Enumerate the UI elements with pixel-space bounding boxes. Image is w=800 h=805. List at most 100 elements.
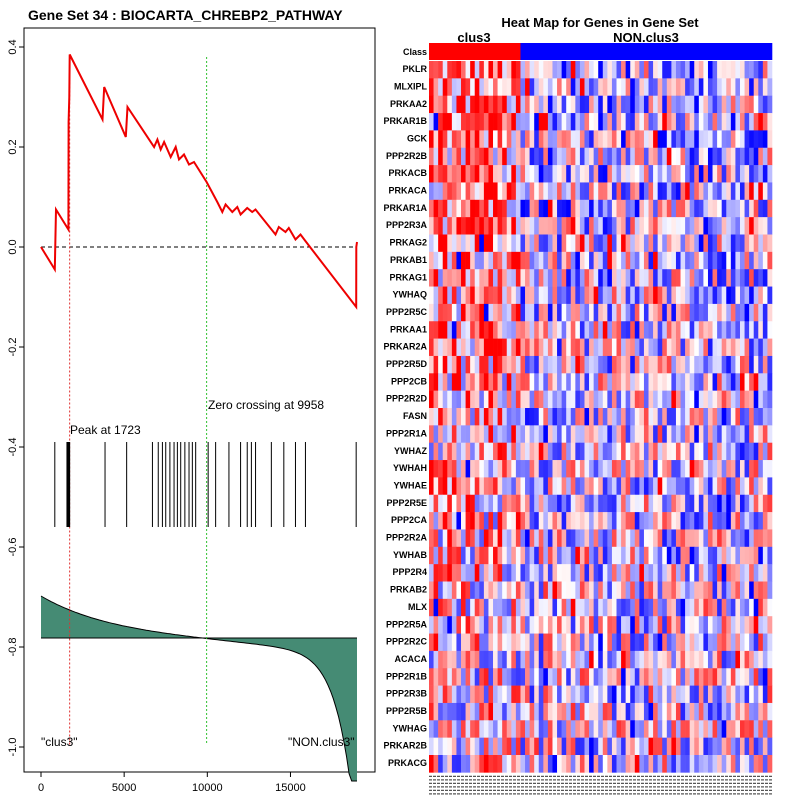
heatmap-cell <box>611 95 617 114</box>
heatmap-cell <box>662 355 668 374</box>
heatmap-cell <box>643 512 649 530</box>
heatmap-cell <box>429 616 434 634</box>
heatmap-cell <box>657 564 663 582</box>
heatmap-cell <box>758 338 764 357</box>
heatmap-cell <box>447 269 453 287</box>
heatmap-cell <box>607 390 613 409</box>
heatmap-cell <box>488 373 494 391</box>
heatmap-cell <box>749 702 754 721</box>
heatmap-cell <box>602 95 608 114</box>
heatmap-cell <box>465 408 471 426</box>
heatmap-cell <box>525 685 530 704</box>
heatmap-cell <box>488 321 494 339</box>
heatmap-cell <box>602 494 608 513</box>
heatmap-cell <box>721 598 727 617</box>
heatmap-cell <box>547 564 553 582</box>
heatmap-cell <box>465 95 471 114</box>
heatmap-cell <box>534 581 540 600</box>
heatmap-cell <box>648 286 654 305</box>
heatmap-cell <box>589 78 594 96</box>
heatmap-cell <box>671 737 677 756</box>
heatmap-cell <box>511 477 517 496</box>
heatmap-cell <box>497 650 503 669</box>
heatmap-cell <box>630 494 636 513</box>
heatmap-cell <box>493 234 498 253</box>
heatmap-cell <box>625 546 631 565</box>
heatmap-cell <box>593 737 599 756</box>
heatmap-cell <box>643 234 649 253</box>
heatmap-cell <box>433 755 439 773</box>
heatmap-cell <box>461 61 466 79</box>
heatmap-cell <box>520 321 526 339</box>
heatmap-cell <box>534 165 540 183</box>
heatmap-cell <box>488 130 494 149</box>
heatmap-cell <box>525 633 530 652</box>
heatmap-cell <box>694 755 700 773</box>
heatmap-cell <box>685 546 690 565</box>
heatmap-cell <box>730 737 736 756</box>
heatmap-cell <box>762 650 768 669</box>
heatmap-cell <box>584 61 590 79</box>
heatmap-cell <box>721 78 727 96</box>
heatmap-cell <box>506 355 512 374</box>
heatmap-cell <box>712 269 718 287</box>
gene-label: ACACA <box>395 654 428 664</box>
heatmap-cell <box>589 720 594 738</box>
heatmap-cell <box>515 355 521 374</box>
heatmap-cell <box>758 234 764 253</box>
heatmap-cell <box>493 702 498 721</box>
heatmap-cell <box>598 269 604 287</box>
heatmap-cell <box>488 199 494 218</box>
heatmap-cell <box>680 685 686 704</box>
heatmap-cell <box>575 182 581 201</box>
heatmap-cell <box>639 650 645 669</box>
heatmap-cell <box>433 269 439 287</box>
heatmap-cell <box>488 182 494 201</box>
heatmap-cell <box>639 130 645 149</box>
heatmap-cell <box>447 477 453 496</box>
heatmap-cell <box>607 442 613 461</box>
heatmap-cell <box>511 303 517 322</box>
heatmap-cell <box>698 234 704 253</box>
heatmap-cell <box>465 355 471 374</box>
heatmap-cell <box>429 286 434 305</box>
heatmap-cell <box>543 564 549 582</box>
heatmap-cell <box>557 598 562 617</box>
heatmap-cell <box>570 564 576 582</box>
heatmap-cell <box>557 182 562 201</box>
heatmap-cell <box>767 78 773 96</box>
heatmap-cell <box>712 633 718 652</box>
heatmap-cell <box>561 737 567 756</box>
heatmap-cell <box>506 755 512 773</box>
heatmap-cell <box>707 78 713 96</box>
heatmap-cell <box>643 581 649 600</box>
heatmap-cell <box>767 390 773 409</box>
heatmap-cell <box>511 460 517 478</box>
heatmap-cell <box>753 269 759 287</box>
heatmap-cell <box>666 269 672 287</box>
heatmap-cell <box>739 494 745 513</box>
heatmap-cell <box>712 338 718 357</box>
heatmap-cell <box>671 720 677 738</box>
heatmap-cell <box>502 546 508 565</box>
heatmap-cell <box>630 373 636 391</box>
heatmap-cell <box>493 529 498 548</box>
heatmap-cell <box>717 685 722 704</box>
heatmap-cell <box>461 182 466 201</box>
heatmap-cell <box>474 199 480 218</box>
heatmap-cell <box>534 199 540 218</box>
heatmap-cell <box>707 147 713 166</box>
heatmap-cell <box>589 650 594 669</box>
heatmap-cell <box>493 373 498 391</box>
heatmap-cell <box>429 755 434 773</box>
heatmap-cell <box>675 269 681 287</box>
heatmap-cell <box>694 702 700 721</box>
heatmap-cell <box>739 668 745 686</box>
heatmap-cell <box>666 338 672 357</box>
heatmap-cell <box>726 355 732 374</box>
heatmap-cell <box>570 390 576 409</box>
heatmap-cell <box>653 581 658 600</box>
heatmap-cell <box>749 494 754 513</box>
heatmap-cell <box>643 130 649 149</box>
heatmap-cell <box>483 78 489 96</box>
